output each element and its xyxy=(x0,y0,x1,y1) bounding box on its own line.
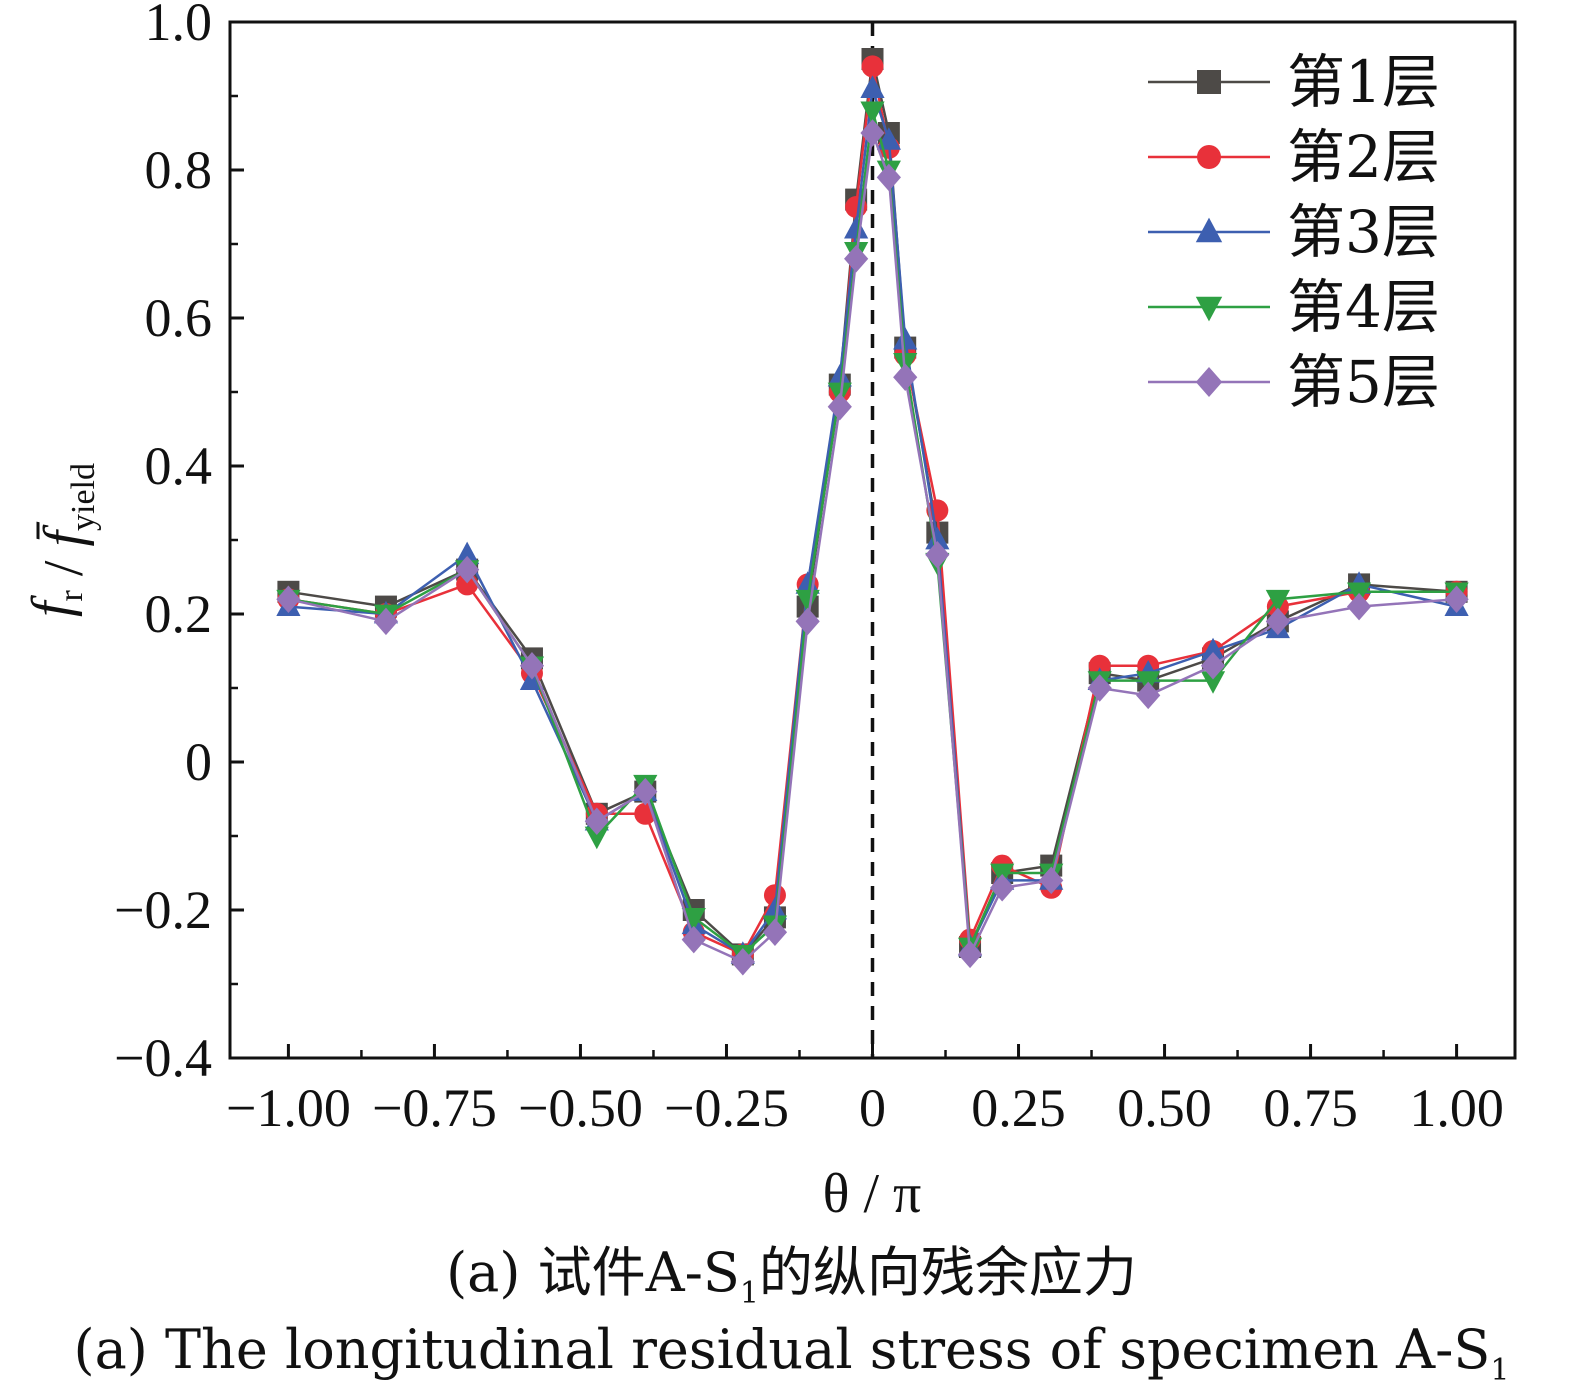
legend-item-2: 第2层 xyxy=(1148,123,1440,191)
y-axis-title: fr / f̄yield xyxy=(21,463,102,617)
series-5 xyxy=(276,119,1469,976)
data-point xyxy=(861,55,884,78)
data-point xyxy=(893,363,918,391)
data-point xyxy=(1200,652,1226,680)
y-tick-label: 1.0 xyxy=(145,0,213,52)
data-point xyxy=(681,925,706,954)
caption-en-prefix: (a) The longitudinal residual stress of … xyxy=(73,1318,1491,1381)
y-tick-label: 0.2 xyxy=(145,584,213,644)
x-tick-label: −0.25 xyxy=(664,1078,789,1138)
y-tick-label: −0.4 xyxy=(114,1028,212,1088)
legend-item-3: 第3层 xyxy=(1148,198,1440,266)
x-tick-label: 0.75 xyxy=(1263,1078,1358,1138)
series-layer xyxy=(276,48,1469,976)
data-point xyxy=(1444,585,1469,613)
data-point xyxy=(876,163,901,192)
data-point xyxy=(795,589,820,613)
data-point xyxy=(519,652,545,680)
data-point xyxy=(1136,681,1161,710)
data-point xyxy=(584,807,609,835)
legend-label: 第3层 xyxy=(1287,198,1440,266)
x-axis-title: θ / π xyxy=(823,1163,922,1225)
x-tick-label: −0.50 xyxy=(518,1078,643,1138)
data-point xyxy=(1200,671,1226,694)
data-point xyxy=(844,216,869,239)
series-line xyxy=(288,132,1457,964)
y-tick-label: 0 xyxy=(185,732,212,792)
data-point xyxy=(1039,866,1064,895)
data-point xyxy=(762,896,788,920)
data-point xyxy=(455,555,480,584)
caption-cn-suffix: 的纵向残余应力 xyxy=(758,1241,1137,1304)
legend-marker xyxy=(1197,145,1221,169)
y-tick-label: 0.6 xyxy=(145,288,213,348)
caption-en-subscript: 1 xyxy=(1490,1352,1510,1388)
legend-label: 第1层 xyxy=(1287,48,1440,116)
legend-item-1: 第1层 xyxy=(1148,48,1440,116)
data-point xyxy=(762,918,788,946)
data-point xyxy=(455,541,480,565)
data-point xyxy=(860,75,885,98)
legend-marker xyxy=(1195,217,1223,243)
data-point xyxy=(795,607,820,636)
caption-cn-subscript: 1 xyxy=(739,1275,759,1311)
data-point xyxy=(1265,589,1290,613)
data-point xyxy=(681,908,706,931)
y-tick-label: 0.8 xyxy=(145,140,213,200)
x-tick-label: 1.00 xyxy=(1409,1078,1504,1138)
data-point xyxy=(860,119,885,147)
data-point xyxy=(730,948,755,976)
y-tick-label: −0.2 xyxy=(114,880,212,940)
x-tick-label: 0.25 xyxy=(971,1078,1066,1138)
data-point xyxy=(990,874,1015,902)
data-point xyxy=(925,526,950,550)
legend-marker xyxy=(1195,296,1223,322)
legend-marker xyxy=(1197,70,1221,94)
x-tick-label: 0.50 xyxy=(1117,1078,1212,1138)
axes-layer: −0.4 −0.2 0 0.2 0.4 0.6 0.8 1.0 −1.00 −0.75 −0.50−… xyxy=(114,0,1504,1138)
data-point xyxy=(633,777,658,806)
legend-item-4: 第4层 xyxy=(1148,273,1440,341)
data-point xyxy=(584,826,609,850)
y-tick-label: 0.4 xyxy=(145,436,213,496)
x-tick-label: −0.75 xyxy=(372,1078,497,1138)
data-point xyxy=(844,245,869,273)
data-point xyxy=(1200,637,1226,661)
caption-cn-prefix: (a) 试件A-S xyxy=(446,1241,740,1304)
data-point xyxy=(1265,607,1290,636)
data-point xyxy=(276,585,301,613)
legend-label: 第4层 xyxy=(1287,273,1440,341)
data-point xyxy=(373,607,399,636)
data-point xyxy=(893,327,918,350)
data-point xyxy=(860,101,885,124)
x-tick-label: −1.00 xyxy=(226,1078,351,1138)
legend-item-5: 第5层 xyxy=(1148,348,1440,416)
data-point xyxy=(925,541,950,569)
x-tick-label: 0 xyxy=(859,1078,886,1138)
data-point xyxy=(957,940,983,969)
legend-label: 第2层 xyxy=(1287,123,1440,191)
data-point xyxy=(827,364,852,387)
legend-label: 第5层 xyxy=(1287,348,1440,416)
caption-chinese: (a) 试件A-S1的纵向残余应力 xyxy=(0,1228,1583,1311)
caption-english: (a) The longitudinal residual stress of … xyxy=(0,1318,1583,1388)
data-point xyxy=(827,393,852,421)
data-point xyxy=(1087,674,1112,702)
legend-marker xyxy=(1195,367,1223,397)
data-point xyxy=(1346,592,1372,621)
